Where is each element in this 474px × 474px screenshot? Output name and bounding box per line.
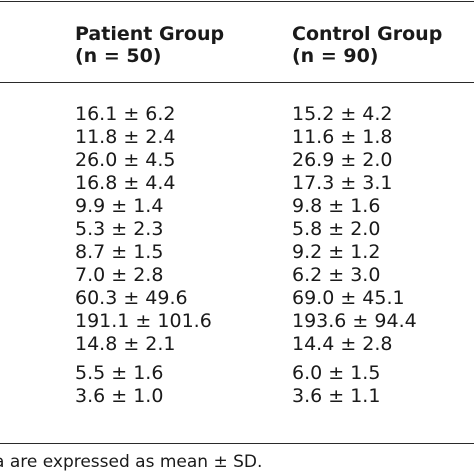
patient-value-cell: 11.8 ± 2.4 — [75, 126, 176, 148]
control-value-cell: 6.0 ± 1.5 — [292, 362, 381, 384]
control-value-cell: 193.6 ± 94.4 — [292, 310, 417, 332]
control-value-cell: 69.0 ± 45.1 — [292, 287, 405, 309]
patient-value-cell: 14.8 ± 2.1 — [75, 333, 176, 355]
control-value-cell: 26.9 ± 2.0 — [292, 149, 393, 171]
patient-value-cell: 5.5 ± 1.6 — [75, 362, 164, 384]
control-value-cell: 17.3 ± 3.1 — [292, 172, 393, 194]
column-header-patient-group: Patient Group (n = 50) — [75, 23, 224, 67]
patient-value-cell: 5.3 ± 2.3 — [75, 218, 164, 240]
control-value-cell: 5.8 ± 2.0 — [292, 218, 381, 240]
patient-value-cell: 16.1 ± 6.2 — [75, 103, 176, 125]
table-footnote: a are expressed as mean ± SD. — [0, 452, 263, 472]
control-value-cell: 11.6 ± 1.8 — [292, 126, 393, 148]
control-value-cell: 9.8 ± 1.6 — [292, 195, 381, 217]
control-value-cell: 9.2 ± 1.2 — [292, 241, 381, 263]
patient-value-cell: 7.0 ± 2.8 — [75, 264, 164, 286]
column-subtitle: (n = 50) — [75, 45, 162, 67]
control-value-cell: 15.2 ± 4.2 — [292, 103, 393, 125]
column-title: Control Group — [292, 23, 443, 45]
control-value-cell: 6.2 ± 3.0 — [292, 264, 381, 286]
control-value-cell: 14.4 ± 2.8 — [292, 333, 393, 355]
patient-value-cell: 9.9 ± 1.4 — [75, 195, 164, 217]
table-bottom-rule — [0, 443, 474, 444]
control-value-cell: 3.6 ± 1.1 — [292, 385, 381, 407]
patient-value-cell: 191.1 ± 101.6 — [75, 310, 212, 332]
patient-value-cell: 16.8 ± 4.4 — [75, 172, 176, 194]
table-top-rule — [0, 1, 474, 2]
header-rule — [0, 82, 474, 83]
patient-value-cell: 8.7 ± 1.5 — [75, 241, 164, 263]
column-subtitle: (n = 90) — [292, 45, 379, 67]
patient-value-cell: 26.0 ± 4.5 — [75, 149, 176, 171]
column-title: Patient Group — [75, 23, 225, 45]
patient-value-cell: 60.3 ± 49.6 — [75, 287, 188, 309]
column-header-control-group: Control Group (n = 90) — [292, 23, 442, 67]
patient-value-cell: 3.6 ± 1.0 — [75, 385, 164, 407]
